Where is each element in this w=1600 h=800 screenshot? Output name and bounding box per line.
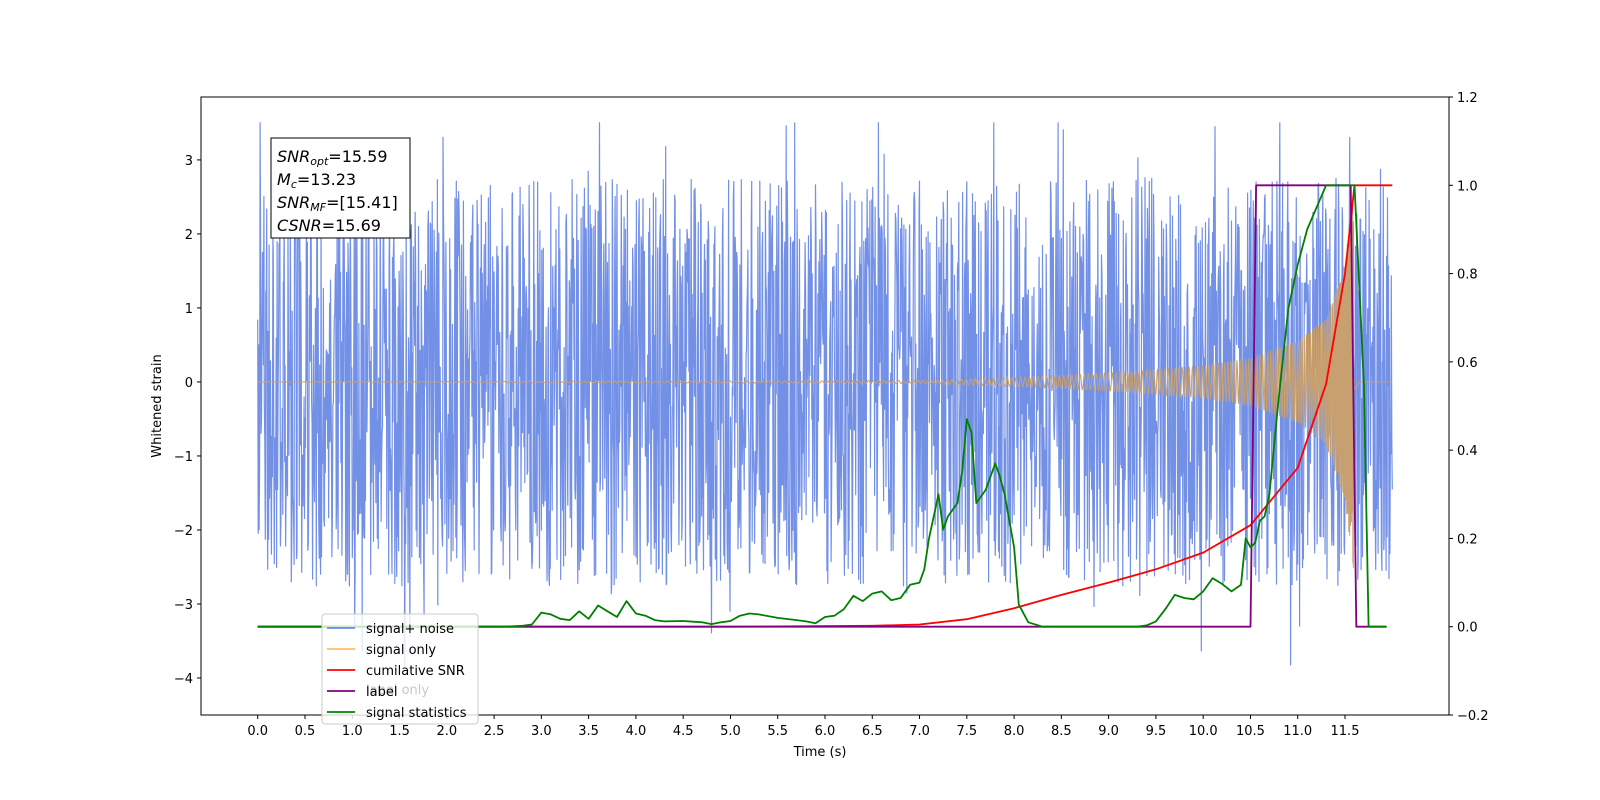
x-tick-label: 10.0 xyxy=(1189,724,1218,739)
y-axis-ticks: 3 2 1 0 −1 −2 −3 −4 xyxy=(174,154,201,687)
y2-tick-label: 0.0 xyxy=(1457,621,1478,636)
series-cumilative-snr-line xyxy=(257,184,1393,628)
x-tick-label: 3.5 xyxy=(578,724,599,739)
annotation-line-snr-mf: SNRMF=[15.41] xyxy=(277,193,398,214)
y2-tick-label: 0.4 xyxy=(1457,444,1478,459)
x-tick-label: 1.5 xyxy=(389,724,410,739)
series-signal-noise-line xyxy=(257,122,1393,668)
x-tick-label: 7.0 xyxy=(909,724,930,739)
legend-items: signal+ noise signal only cumilative SNR la… xyxy=(327,622,467,721)
legend: label only signal+ noise signal only cumil… xyxy=(321,613,479,725)
x-tick-label: 11.0 xyxy=(1283,724,1312,739)
x-tick-label: 6.0 xyxy=(815,724,836,739)
x-tick-label: 10.5 xyxy=(1236,724,1265,739)
y-tick-label: 0 xyxy=(185,376,193,391)
x-tick-label: 5.5 xyxy=(767,724,788,739)
annotation-box: SNRopt=15.59 Mc=13.23 SNRMF=[15.41] CSNR… xyxy=(270,137,411,239)
y2-tick-label: 0.8 xyxy=(1457,268,1478,283)
x-axis-ticks: 0.0 0.5 1.0 1.5 2.0 2.5 3.0 3.5 4.0 4.5 5.0 5.5 6.0 6… xyxy=(247,715,1359,739)
series-layer xyxy=(257,122,1393,668)
y2-tick-label: 0.2 xyxy=(1457,532,1478,547)
x-tick-label: 1.0 xyxy=(342,724,363,739)
x-tick-label: 8.5 xyxy=(1051,724,1072,739)
y2-tick-label: 1.2 xyxy=(1457,91,1478,106)
y2-tick-label: 1.0 xyxy=(1457,179,1478,194)
annotation-line-csnr: CSNR=15.69 xyxy=(277,216,381,235)
x-tick-label: 8.0 xyxy=(1004,724,1025,739)
legend-label: cumilative SNR xyxy=(366,664,465,679)
y-tick-label: 3 xyxy=(185,154,193,169)
x-tick-label: 0.5 xyxy=(295,724,316,739)
y-tick-label: 1 xyxy=(185,302,193,317)
series-signal-only-line xyxy=(257,213,1393,569)
legend-label: label xyxy=(366,685,397,700)
legend-label: signal only xyxy=(366,643,436,658)
x-axis-title: Time (s) xyxy=(793,745,847,760)
y-tick-label: 2 xyxy=(185,228,193,243)
x-tick-label: 3.0 xyxy=(531,724,552,739)
legend-overlap-text: label only xyxy=(366,683,429,698)
x-tick-label: 5.0 xyxy=(720,724,741,739)
x-tick-label: 2.0 xyxy=(436,724,457,739)
y2-tick-label: −0.2 xyxy=(1457,709,1489,724)
x-tick-label: 6.5 xyxy=(862,724,883,739)
legend-label: signal+ noise xyxy=(366,622,454,637)
y-tick-label: −1 xyxy=(174,450,193,465)
series-signal-statistics-line xyxy=(257,184,1387,628)
annotation-line-mc: Mc=13.23 xyxy=(277,170,356,191)
legend-label: signal statistics xyxy=(366,706,467,721)
x-tick-label: 11.5 xyxy=(1331,724,1360,739)
x-tick-label: 4.5 xyxy=(673,724,694,739)
x-tick-label: 0.0 xyxy=(247,724,268,739)
y2-axis-ticks: 1.2 1.0 0.8 0.6 0.4 0.2 0.0 −0.2 xyxy=(1449,91,1489,724)
annotation-line-snr-opt: SNRopt=15.59 xyxy=(277,147,388,168)
y-tick-label: −3 xyxy=(174,598,193,613)
y-axis-title: Whitened strain xyxy=(150,354,165,457)
x-tick-label: 9.5 xyxy=(1146,724,1167,739)
y2-tick-label: 0.6 xyxy=(1457,356,1478,371)
y-tick-label: −4 xyxy=(174,672,193,687)
x-tick-label: 9.0 xyxy=(1098,724,1119,739)
x-tick-label: 4.0 xyxy=(626,724,647,739)
legend-frame xyxy=(321,613,479,725)
x-tick-label: 2.5 xyxy=(484,724,505,739)
x-tick-label: 7.5 xyxy=(956,724,977,739)
y-tick-label: −2 xyxy=(174,524,193,539)
annotation-frame xyxy=(270,137,411,239)
